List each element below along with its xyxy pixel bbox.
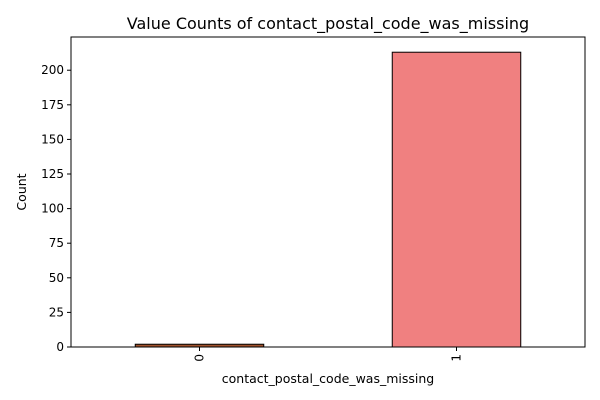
y-axis-label: Count <box>14 173 29 210</box>
y-tick-label: 150 <box>41 132 64 146</box>
y-tick-label: 100 <box>41 202 64 216</box>
y-tick-label: 0 <box>56 340 64 354</box>
axes-frame <box>70 36 586 348</box>
y-tick-label: 25 <box>49 305 64 319</box>
y-tick-label: 50 <box>49 271 64 285</box>
x-tick-label: 1 <box>450 354 464 362</box>
x-axis-label: contact_postal_code_was_missing <box>222 371 434 386</box>
plot-area: 0 25 50 75 100 125 150 175 200 0 1 <box>41 36 586 362</box>
y-tick-label: 125 <box>41 167 64 181</box>
y-tick-label: 175 <box>41 98 64 112</box>
y-tick-label: 75 <box>49 236 64 250</box>
x-tick-label: 0 <box>193 354 207 362</box>
bar-1 <box>391 51 522 348</box>
y-tick-label: 200 <box>41 63 64 77</box>
chart-title: Value Counts of contact_postal_code_was_… <box>127 14 529 34</box>
